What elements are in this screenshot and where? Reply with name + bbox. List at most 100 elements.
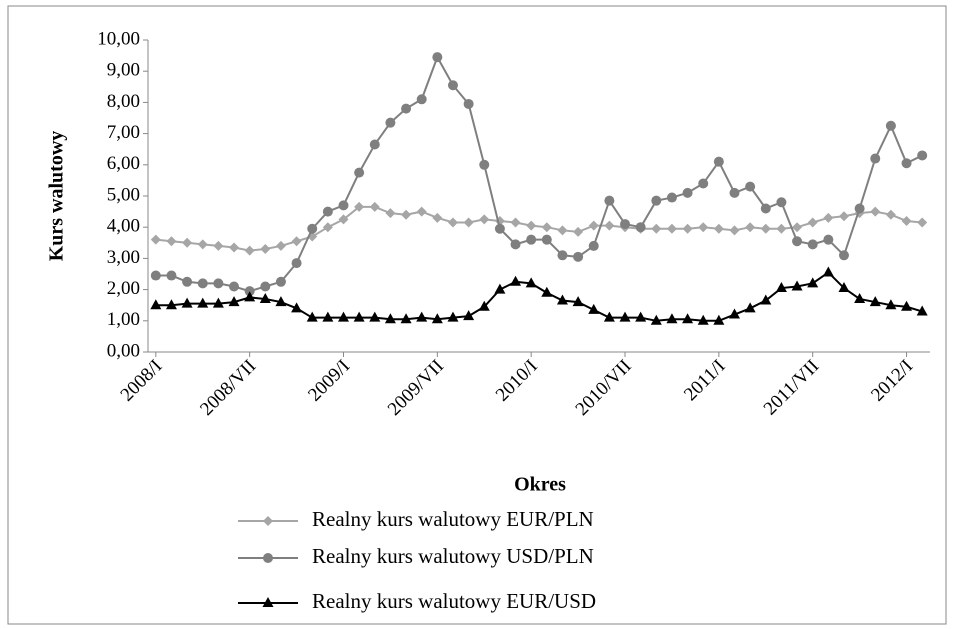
point — [260, 281, 271, 292]
frame — [7, 5, 947, 625]
y-tick-label: 9,00 — [107, 60, 140, 81]
point — [322, 206, 333, 217]
x-tick-label: 2010/VII — [572, 356, 636, 420]
point — [556, 294, 568, 305]
point — [651, 195, 662, 206]
point — [604, 220, 615, 231]
point — [651, 223, 662, 234]
point — [479, 214, 490, 225]
point — [713, 156, 724, 167]
y-tick-label: 5,00 — [107, 184, 140, 205]
point — [228, 296, 240, 307]
point — [838, 211, 849, 222]
point — [416, 206, 427, 217]
point — [760, 294, 772, 305]
point — [291, 302, 303, 313]
point — [306, 311, 318, 322]
point — [166, 236, 177, 247]
point — [619, 311, 631, 322]
point — [275, 296, 287, 307]
point — [588, 303, 600, 314]
point — [807, 217, 818, 228]
y-tick-label: 8,00 — [107, 91, 140, 112]
point — [244, 245, 255, 256]
point — [385, 208, 396, 219]
point — [572, 296, 584, 307]
point — [401, 209, 412, 220]
x-tick-label: 2008/VII — [196, 356, 260, 420]
point — [541, 222, 552, 233]
point — [573, 251, 584, 262]
point — [229, 242, 240, 253]
y-tick-label: 0,00 — [107, 340, 140, 361]
point — [447, 80, 458, 91]
point — [807, 239, 818, 250]
point — [635, 222, 646, 233]
point — [682, 313, 694, 324]
point — [823, 234, 834, 245]
point — [791, 280, 803, 291]
y-tick-label: 6,00 — [107, 153, 140, 174]
point — [713, 223, 724, 234]
point — [510, 239, 521, 250]
point — [478, 300, 490, 311]
x-tick-label: 2008/I — [117, 356, 167, 406]
point — [182, 237, 193, 248]
point — [760, 223, 771, 234]
point — [213, 240, 224, 251]
point — [697, 314, 709, 325]
point — [698, 222, 709, 233]
point — [182, 276, 193, 287]
point — [307, 223, 318, 234]
y-axis-label: Kurs walutowy — [46, 131, 68, 262]
point — [823, 212, 834, 223]
y-tick-label: 2,00 — [107, 278, 140, 299]
point — [322, 311, 334, 322]
point — [775, 282, 787, 293]
point — [432, 212, 443, 223]
point — [463, 310, 475, 321]
point — [354, 201, 365, 212]
point — [917, 150, 928, 161]
point — [792, 236, 803, 247]
point — [854, 292, 866, 303]
point — [260, 244, 271, 255]
point — [745, 181, 756, 192]
point — [729, 187, 740, 198]
point — [416, 94, 427, 105]
point — [525, 277, 537, 288]
point — [447, 311, 459, 322]
point — [650, 314, 662, 325]
point — [432, 52, 443, 63]
point — [666, 313, 678, 324]
point — [776, 197, 787, 208]
point — [541, 286, 553, 297]
point — [588, 220, 599, 231]
point — [259, 292, 271, 303]
point — [150, 234, 161, 245]
point — [510, 217, 521, 228]
x-tick-label: 2010/I — [492, 356, 542, 406]
point — [776, 223, 787, 234]
point — [229, 281, 240, 292]
point — [263, 553, 273, 563]
point — [885, 209, 896, 220]
point — [870, 206, 881, 217]
point — [197, 239, 208, 250]
point — [557, 250, 568, 261]
y-tick-label: 10,00 — [97, 28, 140, 49]
point — [744, 302, 756, 313]
legend-label: Realny kurs walutowy EUR/PLN — [312, 507, 594, 531]
legend-label: Realny kurs walutowy USD/PLN — [312, 544, 594, 568]
point — [463, 98, 474, 109]
point — [354, 167, 365, 178]
point — [262, 597, 274, 607]
point — [197, 297, 209, 308]
point — [416, 311, 428, 322]
point — [916, 305, 928, 316]
y-tick-label: 3,00 — [107, 247, 140, 268]
point — [792, 222, 803, 233]
point — [166, 270, 177, 281]
point — [666, 192, 677, 203]
